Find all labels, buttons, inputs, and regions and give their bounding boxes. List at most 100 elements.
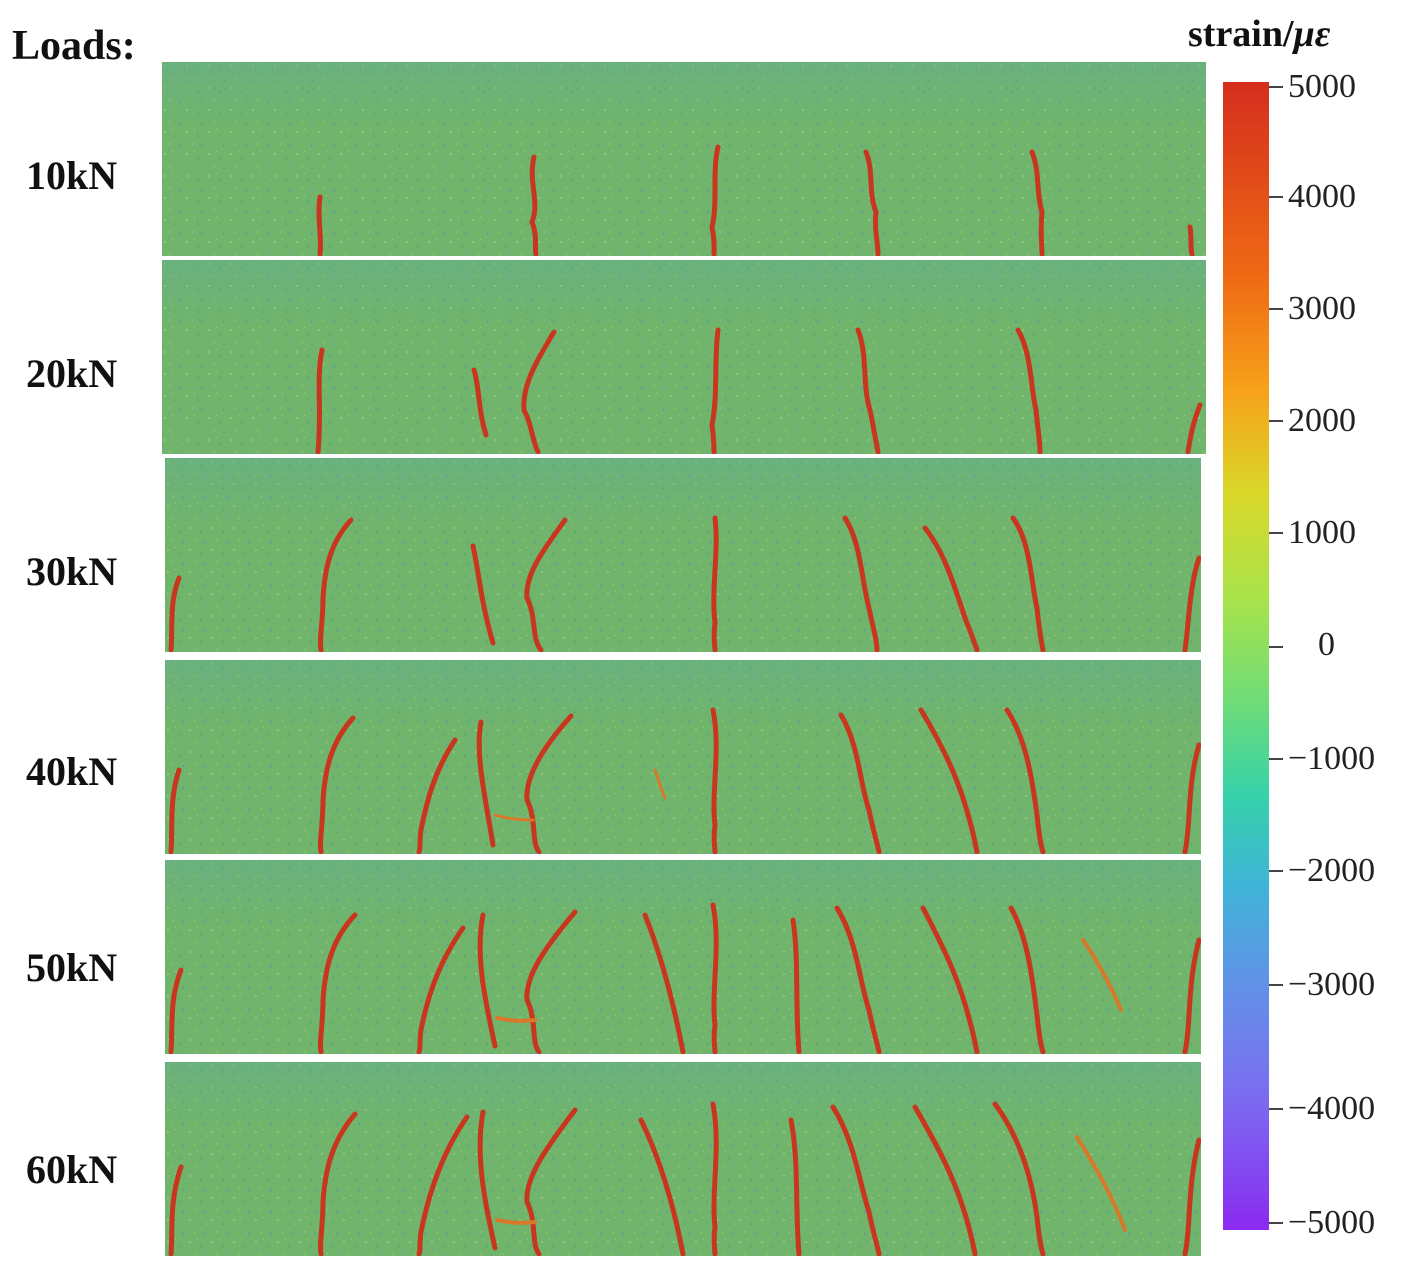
crack-line xyxy=(855,327,881,454)
colorbar-tick xyxy=(1269,532,1283,534)
load-label-50kn: 50kN xyxy=(26,945,118,990)
strain-panel-30kn xyxy=(165,458,1201,652)
crack-line xyxy=(521,329,557,454)
crack-line xyxy=(992,1101,1046,1256)
crack-line xyxy=(493,813,535,822)
colorbar-label-5000: 5000 xyxy=(1288,68,1356,105)
colorbar-tick xyxy=(1269,420,1283,422)
crack-line xyxy=(709,327,721,454)
load-label-20kn: 20kN xyxy=(26,351,118,396)
crack-line xyxy=(653,768,667,800)
colorbar-tick xyxy=(1269,870,1283,872)
colorbar-tick xyxy=(1269,308,1283,310)
strain-panel-60kn xyxy=(165,1062,1201,1256)
crack-line xyxy=(416,737,458,854)
crack-line xyxy=(710,902,719,1054)
crack-line xyxy=(1015,327,1043,454)
crack-line xyxy=(168,767,182,854)
colorbar-tick xyxy=(1269,984,1283,986)
strain-panel-10kn xyxy=(162,62,1206,256)
colorbar-label-1000: 1000 xyxy=(1288,514,1356,551)
colorbar-tick xyxy=(1269,1108,1283,1110)
crack-line xyxy=(1182,1137,1201,1256)
crack-line xyxy=(1182,555,1201,652)
crack-line xyxy=(1029,149,1045,256)
crack-line xyxy=(168,967,184,1054)
crack-line xyxy=(711,515,719,652)
crack-line xyxy=(1182,742,1201,854)
strain-panel-40kn xyxy=(165,660,1201,854)
crack-line xyxy=(1185,402,1203,454)
colorbar-label-3000: 3000 xyxy=(1288,290,1356,327)
colorbar-tick xyxy=(1269,758,1283,760)
crack-line xyxy=(863,149,881,256)
colorbar-label-neg-2000: −2000 xyxy=(1288,852,1376,889)
crack-line xyxy=(788,1117,802,1256)
colorbar-label-neg-4000: −4000 xyxy=(1288,1090,1376,1127)
colorbar-title: strain/με xyxy=(1188,12,1330,56)
crack-line xyxy=(1081,938,1123,1012)
crack-line xyxy=(642,912,686,1054)
crack-line xyxy=(524,713,574,854)
load-label-30kn: 30kN xyxy=(26,549,118,594)
crack-line xyxy=(1008,905,1046,1054)
load-label-40kn: 40kN xyxy=(26,749,118,794)
crack-line xyxy=(918,707,980,854)
crack-line xyxy=(524,909,578,1054)
strain-panel-50kn xyxy=(165,860,1201,1054)
crack-line xyxy=(416,925,466,1054)
crack-line xyxy=(317,912,358,1054)
crack-line xyxy=(168,575,182,652)
crack-line xyxy=(1004,707,1046,854)
crack-line xyxy=(830,1104,882,1256)
colorbar-label-neg-3000: −3000 xyxy=(1288,966,1376,1003)
colorbar-tick xyxy=(1269,86,1283,88)
load-label-60kn: 60kN xyxy=(26,1147,118,1192)
crack-line xyxy=(470,543,496,646)
crack-line xyxy=(638,1117,686,1256)
loads-title: Loads: xyxy=(12,23,136,69)
colorbar-label-4000: 4000 xyxy=(1288,178,1356,215)
crack-line xyxy=(316,194,323,256)
colorbar-tick xyxy=(1269,196,1283,198)
crack-line xyxy=(524,1107,578,1256)
colorbar-title-unit: με xyxy=(1293,13,1331,55)
crack-line xyxy=(1010,515,1046,652)
crack-line xyxy=(922,525,980,652)
crack-line xyxy=(912,1104,978,1256)
crack-line xyxy=(838,712,882,854)
crack-line xyxy=(834,905,882,1054)
crack-line xyxy=(524,517,568,652)
colorbar-title-prefix: strain/ xyxy=(1188,13,1294,55)
crack-line xyxy=(790,917,802,1054)
crack-line xyxy=(477,912,498,1049)
crack-line xyxy=(1187,224,1195,256)
crack-line xyxy=(1182,937,1201,1054)
strain-colorbar xyxy=(1223,82,1269,1230)
crack-line xyxy=(315,347,325,454)
colorbar-label-2000: 2000 xyxy=(1288,402,1356,439)
crack-line xyxy=(709,144,721,256)
crack-line xyxy=(710,707,719,854)
colorbar-label-neg-5000: −5000 xyxy=(1288,1204,1376,1241)
crack-line xyxy=(710,1101,719,1256)
crack-line xyxy=(476,719,496,848)
colorbar-label-0: 0 xyxy=(1318,626,1335,663)
crack-line xyxy=(317,1111,358,1256)
crack-line xyxy=(495,1218,537,1225)
crack-line xyxy=(477,1109,498,1251)
colorbar-tick xyxy=(1269,1222,1283,1224)
crack-line xyxy=(1075,1135,1127,1232)
colorbar-tick xyxy=(1269,646,1283,648)
crack-line xyxy=(529,154,539,256)
colorbar-label-neg-1000: −1000 xyxy=(1288,740,1376,777)
crack-line xyxy=(317,517,354,652)
crack-line xyxy=(920,905,980,1054)
strain-panel-20kn xyxy=(162,260,1206,454)
crack-line xyxy=(416,1114,470,1256)
load-label-10kn: 10kN xyxy=(26,153,118,198)
crack-line xyxy=(471,367,489,438)
crack-line xyxy=(495,1016,537,1023)
crack-line xyxy=(317,715,356,854)
crack-line xyxy=(842,515,880,652)
